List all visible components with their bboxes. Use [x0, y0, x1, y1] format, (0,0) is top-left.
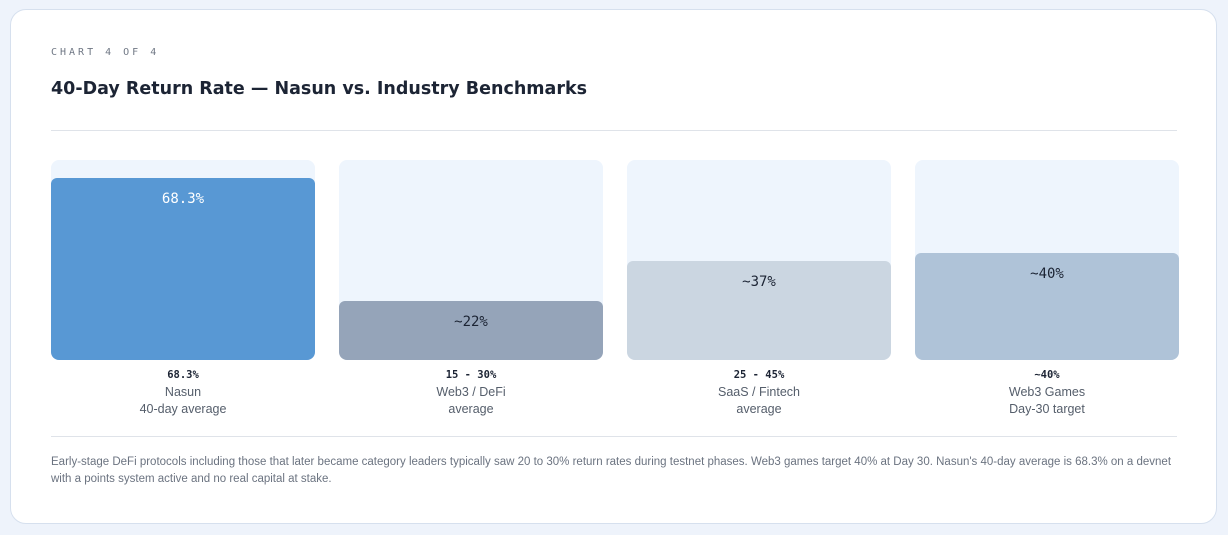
bar-column-1: 68.3% 68.3% Nasun 40-day average — [51, 160, 315, 420]
category-subtitle: average — [448, 402, 494, 416]
bar-range-label: ~40% — [1034, 369, 1060, 381]
bar-chart: 68.3% 68.3% Nasun 40-day average ~22% 15 - 30… — [51, 160, 1179, 420]
bar-value-label: ~37% — [742, 274, 776, 290]
bar-value-label: ~40% — [1030, 266, 1064, 282]
bar: ~37% — [627, 261, 891, 360]
bar-column-4: ~40% ~40% Web3 Games Day-30 target — [915, 160, 1179, 420]
bar-range-label: 25 - 45% — [733, 369, 785, 381]
bar-column-2: ~22% 15 - 30% Web3 / DeFi average — [339, 160, 603, 420]
category-name: Web3 Games — [1008, 385, 1086, 399]
footnote: Early-stage DeFi protocols including tho… — [51, 456, 1172, 485]
divider-bottom — [51, 436, 1177, 437]
bar-range-label: 68.3% — [167, 369, 199, 381]
category-label: SaaS / Fintech average — [627, 384, 891, 418]
category-name: SaaS / Fintech — [718, 385, 800, 399]
category-subtitle: Day-30 target — [1009, 402, 1085, 416]
bar: ~40% — [915, 253, 1179, 360]
chart-title: 40-Day Return Rate — Nasun vs. Industry … — [51, 79, 588, 99]
bar-track: 68.3% — [51, 160, 315, 360]
category-label: Nasun 40-day average — [51, 384, 315, 418]
bar-track: ~37% — [627, 160, 891, 360]
bar: 68.3% — [51, 178, 315, 360]
chart-counter: CHART 4 OF 4 — [51, 47, 160, 58]
category-label: Web3 / DeFi average — [339, 384, 603, 418]
category-subtitle: average — [736, 402, 782, 416]
bar-value-label: 68.3% — [161, 191, 205, 207]
divider-top — [51, 130, 1177, 131]
chart-card: CHART 4 OF 4 40-Day Return Rate — Nasun … — [10, 9, 1217, 524]
category-label: Web3 Games Day-30 target — [915, 384, 1179, 418]
bar-range-label: 15 - 30% — [445, 369, 497, 381]
bar-track: ~40% — [915, 160, 1179, 360]
bar-track: ~22% — [339, 160, 603, 360]
category-name: Web3 / DeFi — [436, 385, 506, 399]
category-name: Nasun — [164, 385, 202, 399]
bar-value-label: ~22% — [454, 314, 488, 330]
bar: ~22% — [339, 301, 603, 360]
category-subtitle: 40-day average — [139, 402, 227, 416]
bar-column-3: ~37% 25 - 45% SaaS / Fintech average — [627, 160, 891, 420]
